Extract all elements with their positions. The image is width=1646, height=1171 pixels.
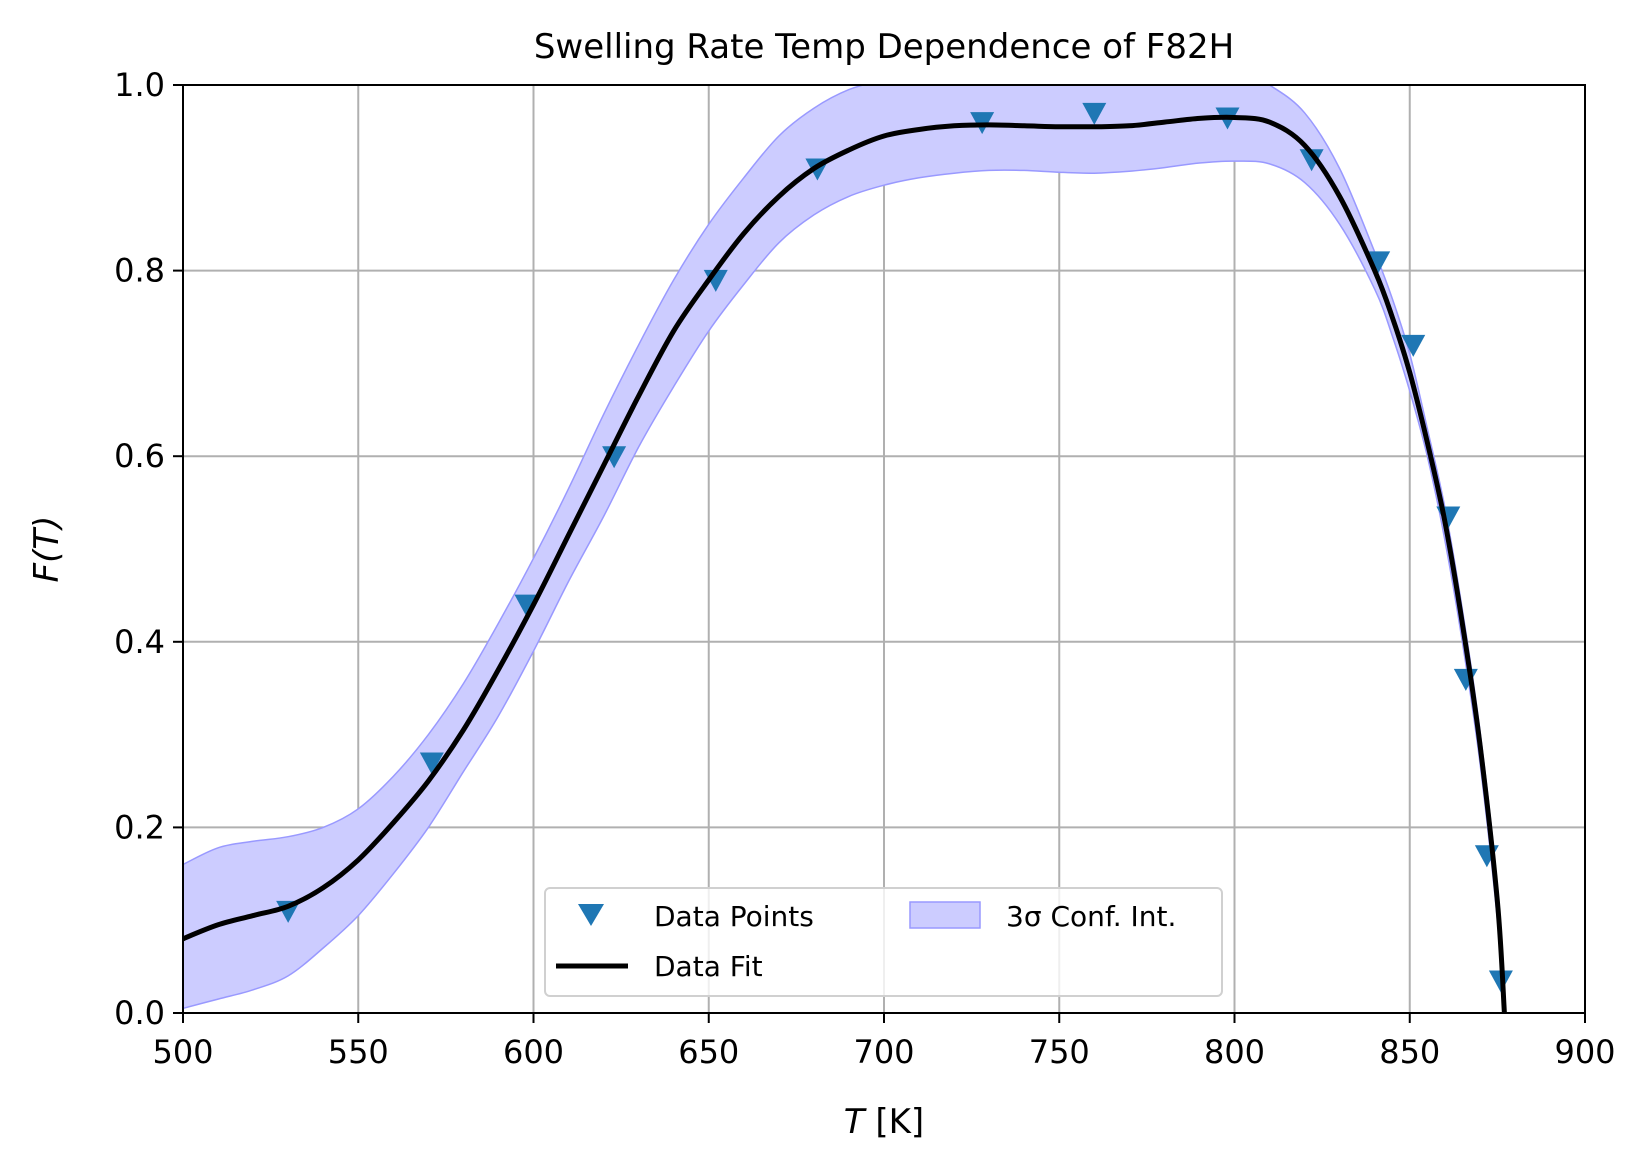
legend: Data Points Data Fit 3σ Conf. Int. [544,887,1223,997]
legend-label-data-points: Data Points [654,900,814,933]
data-point [419,752,444,775]
y-tick-label: 0.0 [114,994,165,1032]
x-tick-label: 900 [1554,1033,1615,1071]
y-tick-label: 0.8 [114,252,165,290]
legend-patch-conf-int [909,901,981,929]
x-axis-label: T [K] [844,1102,924,1142]
confidence-band-layer [183,85,1506,1013]
x-tick-label: 550 [328,1033,389,1071]
legend-label-data-fit: Data Fit [654,950,763,983]
data-fit-layer [183,114,1507,1013]
x-tick-label: 600 [503,1033,564,1071]
x-tick-label: 500 [152,1033,213,1071]
chart-title: Swelling Rate Temp Dependence of F82H [534,27,1234,67]
confidence-band [183,85,1506,1013]
x-tick-label: 650 [678,1033,739,1071]
x-tick-label: 850 [1379,1033,1440,1071]
y-tick-label: 0.2 [114,808,165,846]
y-tick-label: 1.0 [114,66,165,104]
x-tick-label: 800 [1204,1033,1265,1071]
legend-label-conf-int: 3σ Conf. Int. [1006,900,1176,933]
y-axis-label: F(T) [27,516,67,583]
legend-frame [544,887,1223,997]
data-point [1401,334,1426,357]
data-point [1082,102,1107,125]
data-point [1299,149,1324,172]
legend-marker-data-points [578,904,604,926]
y-axis-ticks: 0.0 0.2 0.4 0.6 0.8 1.0 [114,66,183,1032]
data-point [1366,251,1391,274]
data-fit-line [183,114,1507,1013]
y-tick-label: 0.6 [114,437,165,475]
x-axis-ticks: 500 550 600 650 700 750 800 850 900 [152,1013,1616,1071]
y-tick-label: 0.4 [114,623,165,661]
data-point [514,594,539,617]
data-points-layer [276,102,1513,993]
x-tick-label: 700 [853,1033,914,1071]
x-tick-label: 750 [1029,1033,1090,1071]
